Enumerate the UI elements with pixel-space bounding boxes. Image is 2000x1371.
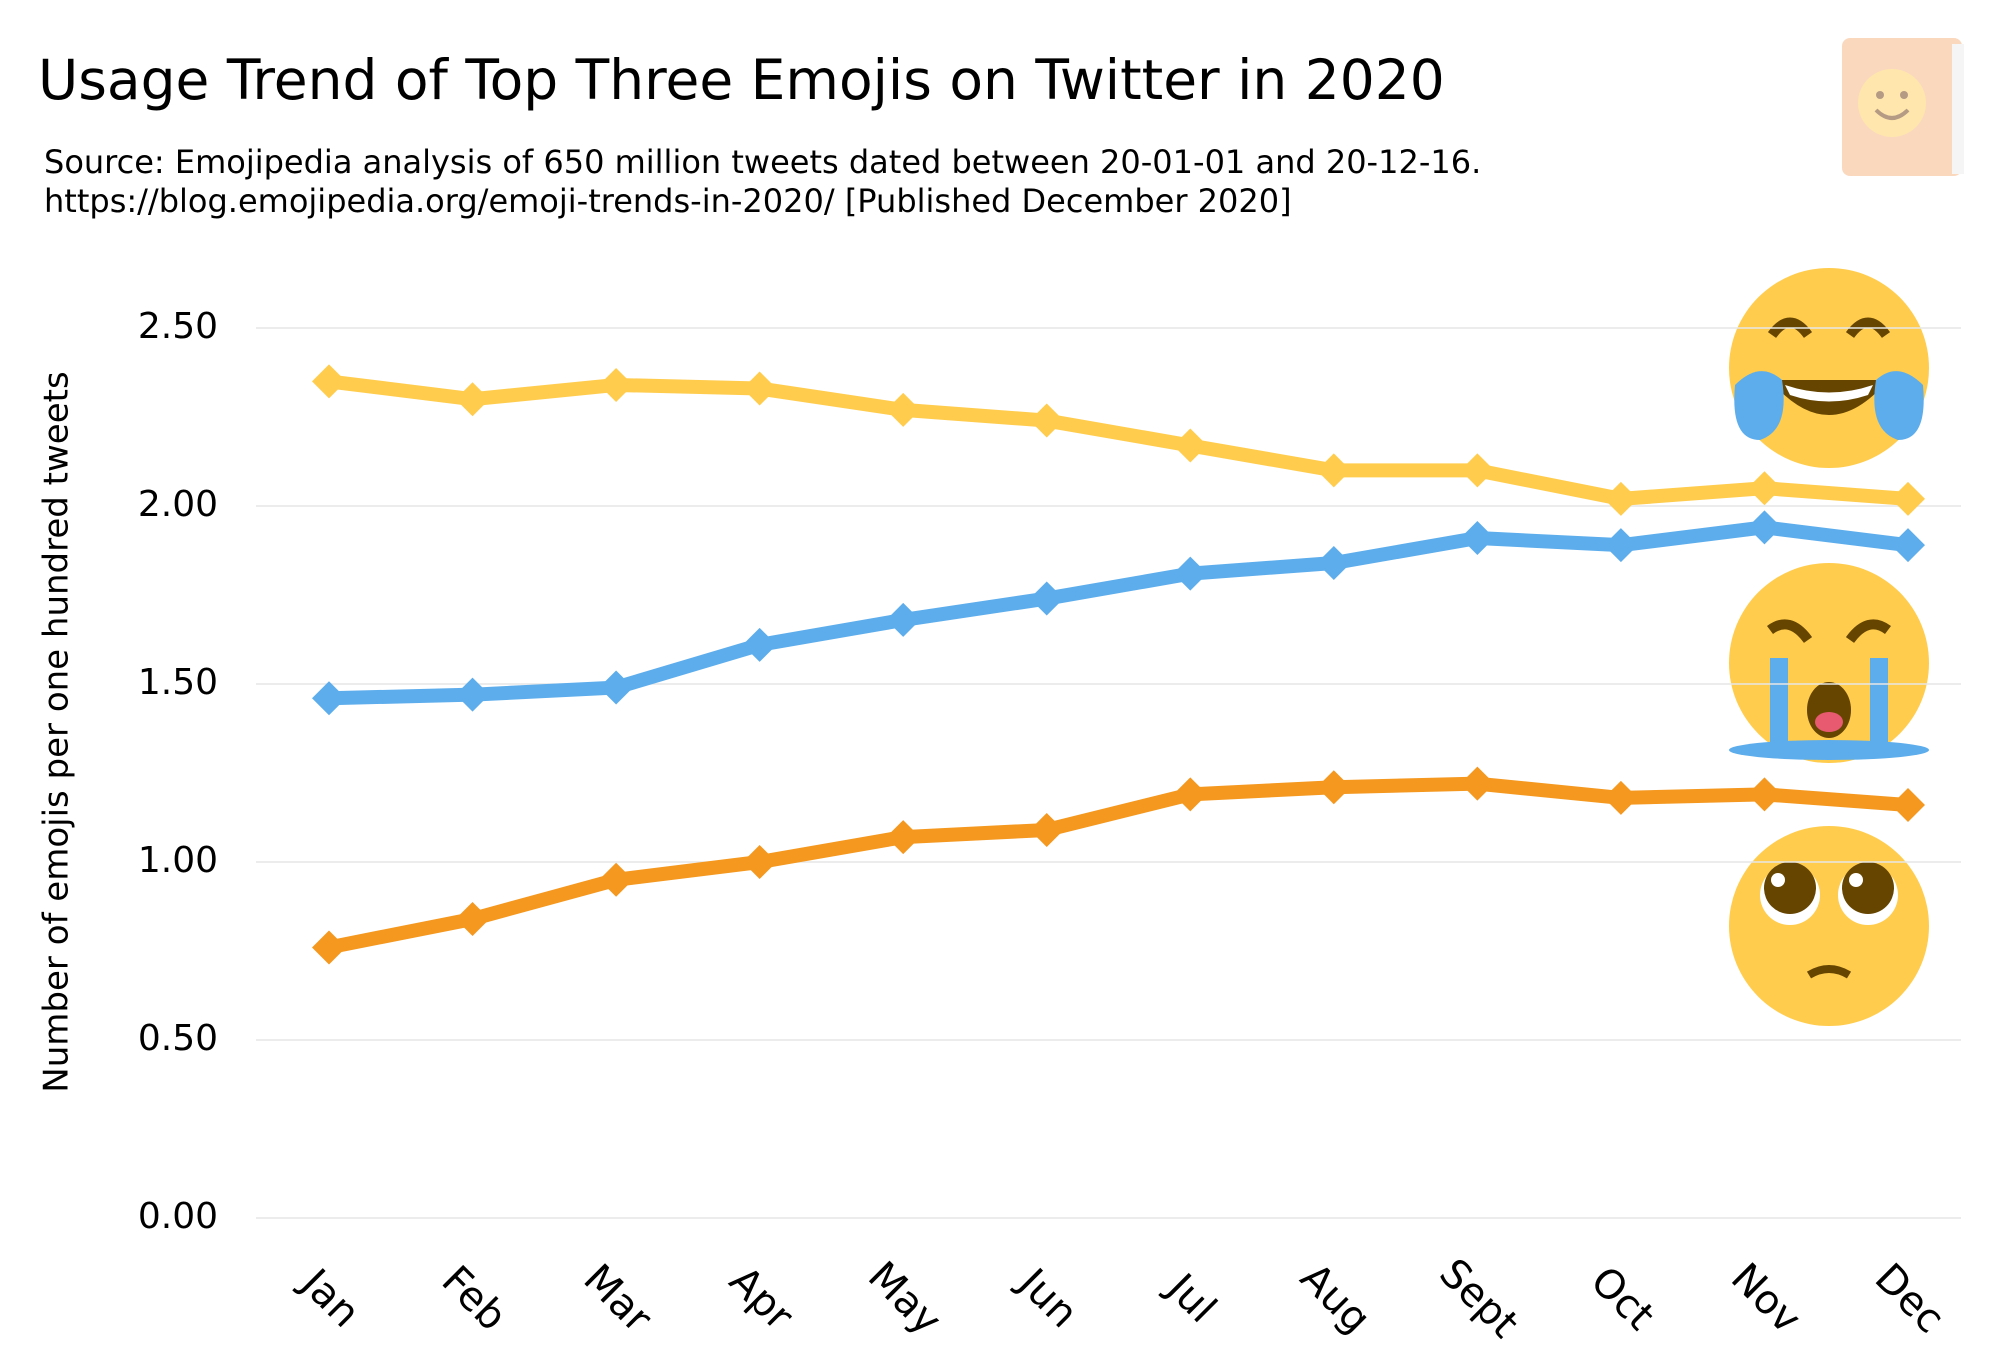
- x-tick-label: Jul: [1156, 1263, 1225, 1332]
- line: [328, 520, 1909, 706]
- marker: [886, 820, 921, 855]
- series: [312, 510, 1925, 716]
- y-tick-label: 1.00: [138, 840, 218, 881]
- y-tick-label: 2.50: [138, 306, 218, 347]
- marker: [312, 364, 346, 399]
- marker: [455, 901, 490, 936]
- x-tick-label: Aug: [1291, 1255, 1379, 1343]
- marker: [1029, 812, 1064, 847]
- marker: [1316, 770, 1351, 805]
- y-axis-label: Number of emojis per one hundred tweets: [37, 371, 77, 1092]
- emoji-joy: [1729, 268, 1929, 468]
- line: [328, 374, 1909, 506]
- x-tick-label: Apr: [720, 1258, 802, 1340]
- x-tick-label: Jan: [290, 1258, 368, 1336]
- marker: [1747, 471, 1782, 506]
- x-tick-label: Nov: [1722, 1255, 1810, 1343]
- logo: [1842, 38, 1964, 176]
- marker: [1891, 481, 1925, 516]
- y-tick-label: 2.00: [138, 484, 218, 525]
- marker: [1173, 556, 1208, 591]
- marker: [1603, 528, 1638, 563]
- x-tick-label: Oct: [1582, 1258, 1663, 1339]
- marker: [599, 862, 634, 897]
- marker: [742, 627, 777, 662]
- marker: [1603, 780, 1638, 815]
- emoji-crying: [1729, 563, 1929, 763]
- marker: [1891, 528, 1925, 563]
- marker: [1603, 481, 1638, 516]
- marker: [599, 670, 634, 705]
- series: [312, 766, 1925, 965]
- subtitle: https://blog.emojipedia.org/emoji-trends…: [44, 182, 1292, 220]
- marker: [1173, 777, 1208, 812]
- x-tick-label: Dec: [1866, 1255, 1953, 1342]
- x-tick-label: Feb: [433, 1257, 516, 1340]
- x-tick-label: May: [859, 1253, 950, 1344]
- marker: [1747, 777, 1782, 812]
- marker: [1316, 453, 1351, 488]
- marker: [742, 845, 777, 879]
- marker: [312, 930, 346, 965]
- line: [327, 776, 1909, 955]
- emoji-pleading: [1729, 826, 1929, 1026]
- y-tick-label: 1.50: [138, 662, 218, 703]
- marker: [1316, 545, 1351, 580]
- y-tick-label: 0.50: [138, 1018, 218, 1059]
- marker: [455, 677, 490, 712]
- marker: [1460, 521, 1495, 556]
- marker: [599, 367, 634, 402]
- y-tick-label: 0.00: [138, 1196, 218, 1237]
- x-tick-label: Mar: [575, 1256, 661, 1342]
- x-tick-label: Jun: [1008, 1258, 1087, 1337]
- marker: [1173, 428, 1208, 463]
- marker: [886, 392, 921, 427]
- chart-title: Usage Trend of Top Three Emojis on Twitt…: [38, 48, 1445, 112]
- subtitle: Source: Emojipedia analysis of 650 milli…: [44, 143, 1481, 181]
- marker: [1891, 788, 1925, 823]
- marker: [1029, 581, 1064, 616]
- marker: [312, 681, 346, 716]
- marker: [1747, 510, 1782, 545]
- marker: [742, 371, 777, 406]
- marker: [455, 382, 490, 417]
- marker: [1460, 453, 1495, 488]
- marker: [886, 602, 921, 637]
- marker: [1460, 766, 1495, 801]
- series: [312, 364, 1925, 516]
- marker: [1029, 403, 1064, 438]
- x-tick-label: Sept: [1430, 1250, 1527, 1347]
